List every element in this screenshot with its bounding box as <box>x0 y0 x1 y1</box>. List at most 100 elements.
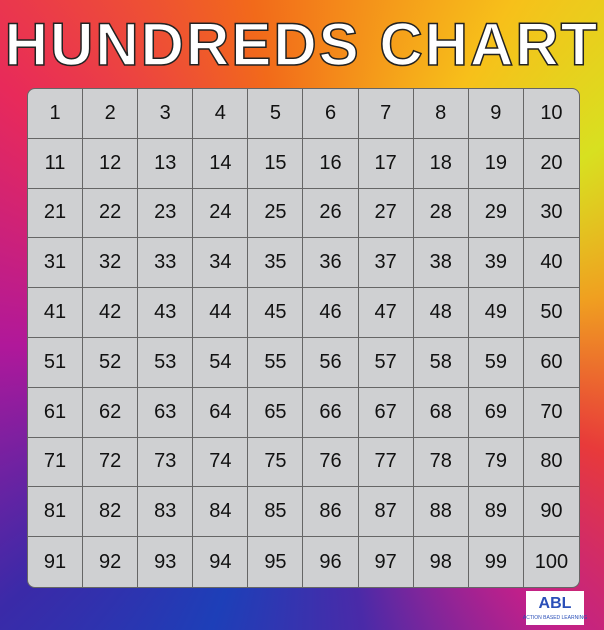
number-cell: 40 <box>523 238 579 289</box>
number-cell: 24 <box>193 188 249 239</box>
number-cell: 82 <box>83 487 139 538</box>
number-cell: 65 <box>248 387 304 438</box>
number-cell: 7 <box>358 89 414 139</box>
number-cell: 17 <box>358 138 414 189</box>
number-cell: 32 <box>83 238 139 289</box>
number-cell: 13 <box>138 138 194 189</box>
logo-subtext: ACTION BASED LEARNING <box>522 615 588 621</box>
number-cell: 56 <box>303 337 359 388</box>
number-cell: 31 <box>28 238 84 289</box>
number-cell: 87 <box>358 487 414 538</box>
number-cell: 51 <box>28 337 84 388</box>
poster-title: HUNDREDS CHART <box>4 10 600 79</box>
number-cell: 16 <box>303 138 359 189</box>
number-cell: 97 <box>359 537 414 587</box>
number-cell: 86 <box>303 487 359 538</box>
number-cell: 61 <box>28 387 84 438</box>
hundreds-grid: 1 2 3 4 5 6 7 8 9 10 11 12 13 14 15 16 17 18 19 20 21 22 23 24 2… <box>27 88 580 588</box>
number-cell: 72 <box>83 437 139 488</box>
number-cell: 66 <box>303 387 359 438</box>
number-cell: 98 <box>414 537 469 587</box>
number-cell: 76 <box>303 437 359 488</box>
number-cell: 83 <box>138 487 194 538</box>
number-cell: 59 <box>468 337 524 388</box>
number-cell: 12 <box>83 138 139 189</box>
number-cell: 81 <box>28 487 84 538</box>
number-cell: 67 <box>358 387 414 438</box>
number-cell: 4 <box>193 89 249 139</box>
number-cell: 84 <box>193 487 249 538</box>
number-cell: 58 <box>413 337 469 388</box>
number-cell: 9 <box>468 89 524 139</box>
number-cell: 49 <box>468 288 524 338</box>
number-cell: 22 <box>83 188 139 239</box>
number-cell: 50 <box>523 288 579 338</box>
number-cell: 6 <box>303 89 359 139</box>
number-cell: 89 <box>468 487 524 538</box>
number-cell: 69 <box>468 387 524 438</box>
abl-logo: ABL ACTION BASED LEARNING <box>522 591 588 625</box>
number-cell: 73 <box>138 437 194 488</box>
number-cell: 11 <box>28 138 84 189</box>
number-cell: 10 <box>523 89 579 139</box>
number-cell: 38 <box>413 238 469 289</box>
number-cell: 28 <box>413 188 469 239</box>
number-cell: 20 <box>523 139 579 189</box>
number-cell: 85 <box>248 487 304 538</box>
number-cell: 78 <box>413 437 469 488</box>
number-cell: 91 <box>28 537 84 587</box>
number-cell: 45 <box>248 288 304 338</box>
number-cell: 15 <box>248 138 304 189</box>
number-cell: 64 <box>193 387 249 438</box>
number-cell: 60 <box>523 338 579 388</box>
number-cell: 2 <box>83 89 139 139</box>
number-cell: 57 <box>358 337 414 388</box>
number-cell: 42 <box>83 288 139 338</box>
number-cell: 1 <box>28 89 84 139</box>
number-cell: 14 <box>193 138 249 189</box>
number-cell: 94 <box>193 537 249 587</box>
logo-text: ABL <box>538 595 572 612</box>
number-cell: 75 <box>248 437 304 488</box>
number-cell: 99 <box>469 537 524 587</box>
number-cell: 92 <box>83 537 139 587</box>
number-cell: 19 <box>468 138 524 189</box>
number-cell: 47 <box>358 288 414 338</box>
number-cell: 53 <box>138 337 194 388</box>
number-cell: 33 <box>138 238 194 289</box>
number-cell: 70 <box>523 388 579 438</box>
number-cell: 36 <box>303 238 359 289</box>
number-cell: 63 <box>138 387 194 438</box>
number-cell: 93 <box>138 537 194 587</box>
number-cell: 88 <box>413 487 469 538</box>
number-cell: 48 <box>413 288 469 338</box>
number-cell: 23 <box>138 188 194 239</box>
number-cell: 77 <box>358 437 414 488</box>
number-cell: 95 <box>248 537 304 587</box>
number-cell: 18 <box>413 138 469 189</box>
number-cell: 27 <box>358 188 414 239</box>
number-cell: 90 <box>523 487 579 538</box>
number-cell: 25 <box>248 188 304 239</box>
number-cell: 29 <box>468 188 524 239</box>
number-cell: 5 <box>248 89 304 139</box>
number-cell: 30 <box>523 189 579 239</box>
number-cell: 43 <box>138 288 194 338</box>
number-cell: 96 <box>303 537 359 587</box>
number-cell: 54 <box>193 337 249 388</box>
number-cell: 46 <box>303 288 359 338</box>
number-cell: 68 <box>413 387 469 438</box>
number-cell: 41 <box>28 288 84 338</box>
number-cell: 100 <box>534 550 569 573</box>
number-cell: 8 <box>413 89 469 139</box>
number-cell: 44 <box>193 288 249 338</box>
number-cell: 35 <box>248 238 304 289</box>
number-cell: 34 <box>193 238 249 289</box>
number-cell: 55 <box>248 337 304 388</box>
number-cell: 62 <box>83 387 139 438</box>
number-cell: 74 <box>193 437 249 488</box>
number-cell: 39 <box>468 238 524 289</box>
number-cell: 3 <box>138 89 194 139</box>
number-cell: 79 <box>468 437 524 488</box>
number-cell: 80 <box>523 438 579 488</box>
